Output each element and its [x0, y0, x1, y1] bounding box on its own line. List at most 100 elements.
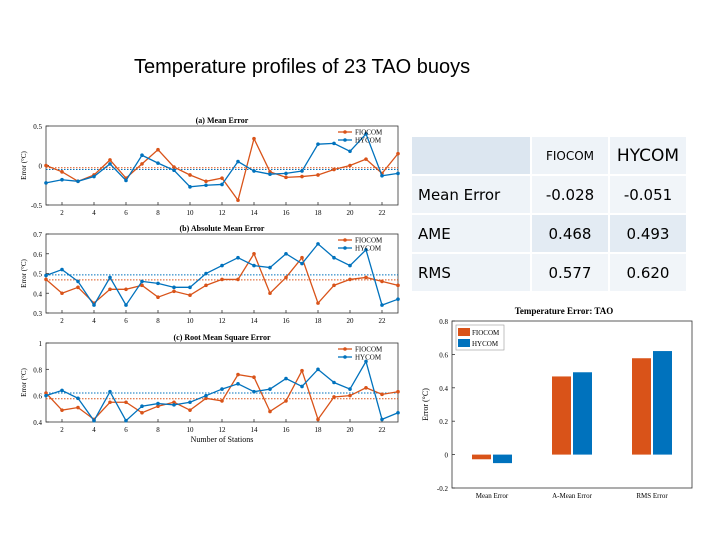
data-point [332, 395, 336, 399]
data-point [140, 410, 144, 415]
data-point [188, 173, 192, 177]
data-point [92, 303, 96, 307]
data-point [316, 173, 320, 177]
panel-title: (b) Absolute Mean Error [180, 224, 265, 233]
data-point [332, 283, 336, 288]
y-tick-label: 0.5 [33, 123, 42, 131]
data-point [380, 417, 384, 422]
data-point [348, 149, 352, 154]
data-point [108, 162, 112, 166]
data-point [76, 405, 80, 410]
x-tick-label: 4 [92, 209, 96, 217]
x-tick-label: 14 [251, 317, 259, 325]
data-point [236, 159, 240, 164]
data-point [300, 261, 304, 266]
y-tick-label: 1 [39, 340, 43, 348]
bar-chart-title: Temperature Error: TAO [515, 306, 614, 316]
bar-category-label: A-Mean Error [552, 492, 593, 500]
bar-y-tick-label: -0.2 [437, 485, 449, 493]
x-tick-label: 18 [315, 426, 323, 434]
data-point [284, 171, 288, 176]
stats-row-ame: AME 0.468 0.493 [412, 214, 688, 254]
data-point [44, 181, 48, 185]
legend-label: HYCOM [355, 245, 382, 253]
bar-category-label: Mean Error [476, 492, 509, 500]
data-point [156, 401, 160, 406]
data-point [124, 400, 128, 405]
plot-frame [45, 233, 399, 314]
data-point [92, 418, 96, 423]
data-point [92, 174, 96, 179]
plot-frame [45, 342, 399, 423]
bar-legend-label: HYCOM [472, 340, 499, 348]
stats-row-label: RMS [412, 253, 532, 293]
data-point [268, 172, 272, 176]
x-tick-label: 12 [219, 209, 227, 217]
data-point [268, 387, 272, 391]
stats-table: FIOCOM HYCOM Mean Error -0.028 -0.051 AM… [412, 137, 688, 293]
data-point [220, 387, 224, 391]
x-tick-label: 10 [187, 426, 195, 434]
data-point [364, 359, 368, 364]
data-point [188, 408, 192, 412]
data-point [300, 174, 304, 179]
bar-legend-swatch [458, 328, 470, 336]
data-point [236, 382, 240, 386]
data-point [396, 410, 400, 415]
data-point [316, 367, 320, 372]
bar-fiocom [632, 358, 651, 455]
data-point [284, 399, 288, 403]
data-point [140, 404, 144, 409]
stats-cell-fiocom: -0.028 [531, 175, 610, 215]
x-tick-label: 12 [219, 426, 227, 434]
data-point [124, 287, 128, 292]
legend-label: HYCOM [355, 354, 382, 362]
bar-y-axis-label: Error (°C) [421, 388, 430, 421]
data-point [156, 404, 160, 409]
data-point [364, 385, 368, 390]
data-point [156, 295, 160, 300]
data-point [396, 389, 400, 394]
data-point [124, 418, 128, 423]
y-tick-label: 0.5 [33, 271, 42, 279]
data-point [396, 171, 400, 176]
data-point [348, 277, 352, 282]
legend-label: FIOCOM [355, 237, 383, 245]
data-point [268, 291, 272, 296]
data-point [204, 271, 208, 276]
data-point [188, 400, 192, 405]
data-point [300, 368, 304, 373]
data-point [316, 142, 320, 146]
data-point [284, 175, 288, 180]
data-point [60, 267, 64, 272]
bar-y-tick-label: 0.2 [439, 418, 448, 426]
data-point [188, 293, 192, 298]
data-point [252, 136, 256, 141]
data-point [108, 287, 112, 292]
data-point [44, 393, 48, 398]
bar-y-tick-label: 0.6 [439, 351, 448, 359]
legend-marker [343, 238, 347, 242]
stats-cell-fiocom: 0.468 [531, 214, 610, 254]
stats-row-label: Mean Error [412, 175, 532, 215]
data-point [332, 255, 336, 260]
y-axis-label: Error (°C) [20, 368, 28, 397]
data-point [300, 384, 304, 389]
bar-legend-swatch [458, 339, 470, 347]
data-point [108, 158, 112, 162]
y-axis-label: Error (°C) [20, 151, 28, 180]
data-point [316, 417, 320, 422]
y-tick-label: 0.6 [33, 251, 42, 259]
legend-label: HYCOM [355, 137, 382, 145]
data-point [44, 277, 48, 282]
legend-marker [343, 138, 347, 142]
data-point [284, 376, 288, 381]
data-point [220, 263, 224, 268]
legend-marker [343, 347, 347, 351]
data-point [332, 380, 336, 385]
x-tick-label: 20 [347, 317, 355, 325]
x-tick-label: 14 [251, 209, 259, 217]
data-point [156, 147, 160, 152]
x-tick-label: 22 [379, 317, 387, 325]
x-tick-label: 12 [219, 317, 227, 325]
